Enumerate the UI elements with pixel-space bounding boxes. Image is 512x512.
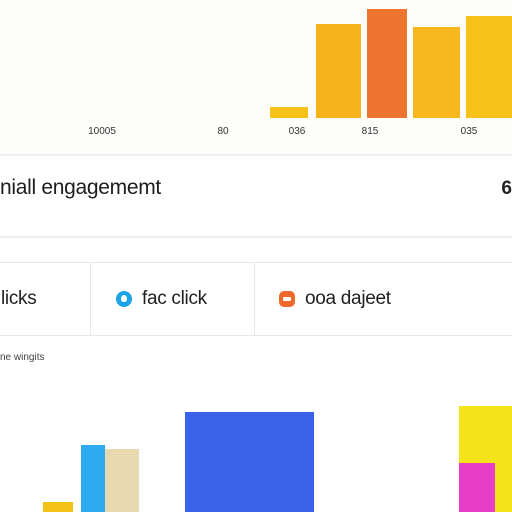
metric-card-ooa-dajeet[interactable]: ooa dajeet bbox=[254, 262, 512, 336]
engagement-title: niall engagememt bbox=[0, 176, 161, 199]
top-chart-bar bbox=[316, 23, 361, 118]
top-chart-bar bbox=[413, 26, 460, 118]
top-chart-tick-label: 036 bbox=[288, 126, 306, 137]
top-chart-panel: 10005 80 036 815 035 bbox=[0, 0, 512, 154]
top-chart-tick-label: 815 bbox=[361, 126, 379, 137]
bottom-chart-bar bbox=[185, 412, 314, 512]
bottom-chart-bar bbox=[43, 501, 73, 512]
top-chart-tick-label: 80 bbox=[217, 126, 229, 137]
bottom-chart-bar bbox=[81, 444, 105, 512]
bottom-chart-bar bbox=[459, 463, 495, 512]
drop-icon bbox=[116, 291, 132, 307]
top-chart-bar bbox=[270, 107, 308, 118]
metric-card-label: fac click bbox=[142, 288, 207, 309]
metric-card-fac-click[interactable]: fac click bbox=[90, 262, 255, 336]
bottom-chart-title: ne wingits bbox=[0, 352, 45, 363]
top-chart-bar bbox=[367, 8, 407, 118]
top-chart-tick-label: 035 bbox=[460, 126, 478, 137]
metric-card-label: ooa dajeet bbox=[305, 288, 391, 309]
metric-card-label: licks bbox=[1, 288, 37, 309]
section-divider bbox=[0, 236, 512, 238]
bottom-chart-bar bbox=[105, 448, 139, 512]
engagement-value: 6 bbox=[501, 178, 512, 199]
metric-card-clicks[interactable]: licks bbox=[0, 262, 91, 336]
top-chart-tick-label: 10005 bbox=[88, 126, 116, 137]
tag-icon bbox=[279, 291, 295, 307]
section-divider bbox=[0, 154, 512, 156]
top-chart-bar bbox=[466, 16, 512, 118]
metric-cards-row: licks fac click ooa dajeet bbox=[0, 262, 512, 338]
